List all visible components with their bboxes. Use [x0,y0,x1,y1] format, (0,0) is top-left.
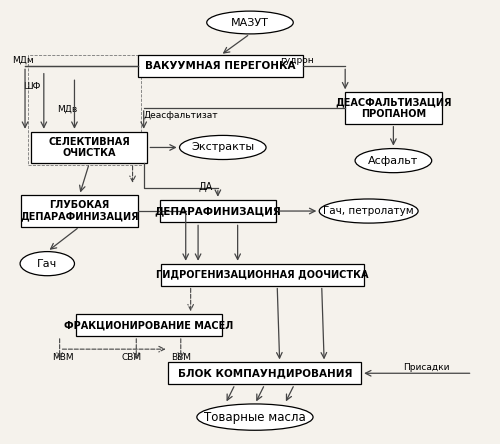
Text: МВМ: МВМ [52,353,74,361]
Text: Деасфальтизат: Деасфальтизат [144,111,218,120]
FancyBboxPatch shape [160,200,276,222]
Ellipse shape [355,149,432,173]
Ellipse shape [180,135,266,159]
Text: МДм: МДм [12,55,34,64]
Text: СВМ: СВМ [122,353,142,361]
FancyBboxPatch shape [345,92,442,124]
Text: ГЛУБОКАЯ
ДЕПАРАФИНИЗАЦИЯ: ГЛУБОКАЯ ДЕПАРАФИНИЗАЦИЯ [20,200,138,222]
Text: Асфальт: Асфальт [368,155,418,166]
FancyBboxPatch shape [138,56,303,77]
Text: Гач, петролатум: Гач, петролатум [324,206,414,216]
Ellipse shape [319,199,418,223]
FancyBboxPatch shape [31,132,148,163]
Text: Товарные масла: Товарные масла [204,411,306,424]
FancyBboxPatch shape [22,195,138,227]
FancyBboxPatch shape [168,362,362,384]
Text: ШФ: ШФ [24,83,41,91]
Text: Гач: Гач [37,259,58,269]
Ellipse shape [20,252,74,276]
Text: Присадки: Присадки [404,363,450,372]
Text: гудрон: гудрон [280,56,314,65]
Text: ДЕПАРАФИНИЗАЦИЯ: ДЕПАРАФИНИЗАЦИЯ [154,206,282,216]
FancyBboxPatch shape [161,264,364,285]
Text: ВВМ: ВВМ [171,353,191,361]
Text: Экстракты: Экстракты [191,143,254,152]
Text: МДв: МДв [57,104,78,113]
Text: МАЗУТ: МАЗУТ [231,17,269,28]
Text: СЕЛЕКТИВНАЯ
ОЧИСТКА: СЕЛЕКТИВНАЯ ОЧИСТКА [48,137,130,158]
Text: ГИДРОГЕНИЗАЦИОННАЯ ДООЧИСТКА: ГИДРОГЕНИЗАЦИОННАЯ ДООЧИСТКА [156,270,368,280]
Ellipse shape [206,11,294,34]
Ellipse shape [197,404,313,430]
Text: ВАКУУМНАЯ ПЕРЕГОНКА: ВАКУУМНАЯ ПЕРЕГОНКА [145,61,296,71]
Text: ФРАКЦИОНИРОВАНИЕ МАСЕЛ: ФРАКЦИОНИРОВАНИЕ МАСЕЛ [64,320,234,330]
Text: ДА: ДА [198,182,212,192]
Text: ДЕАСФАЛЬТИЗАЦИЯ
ПРОПАНОМ: ДЕАСФАЛЬТИЗАЦИЯ ПРОПАНОМ [335,97,452,119]
Text: БЛОК КОМПАУНДИРОВАНИЯ: БЛОК КОМПАУНДИРОВАНИЯ [178,368,352,378]
FancyBboxPatch shape [76,314,222,336]
